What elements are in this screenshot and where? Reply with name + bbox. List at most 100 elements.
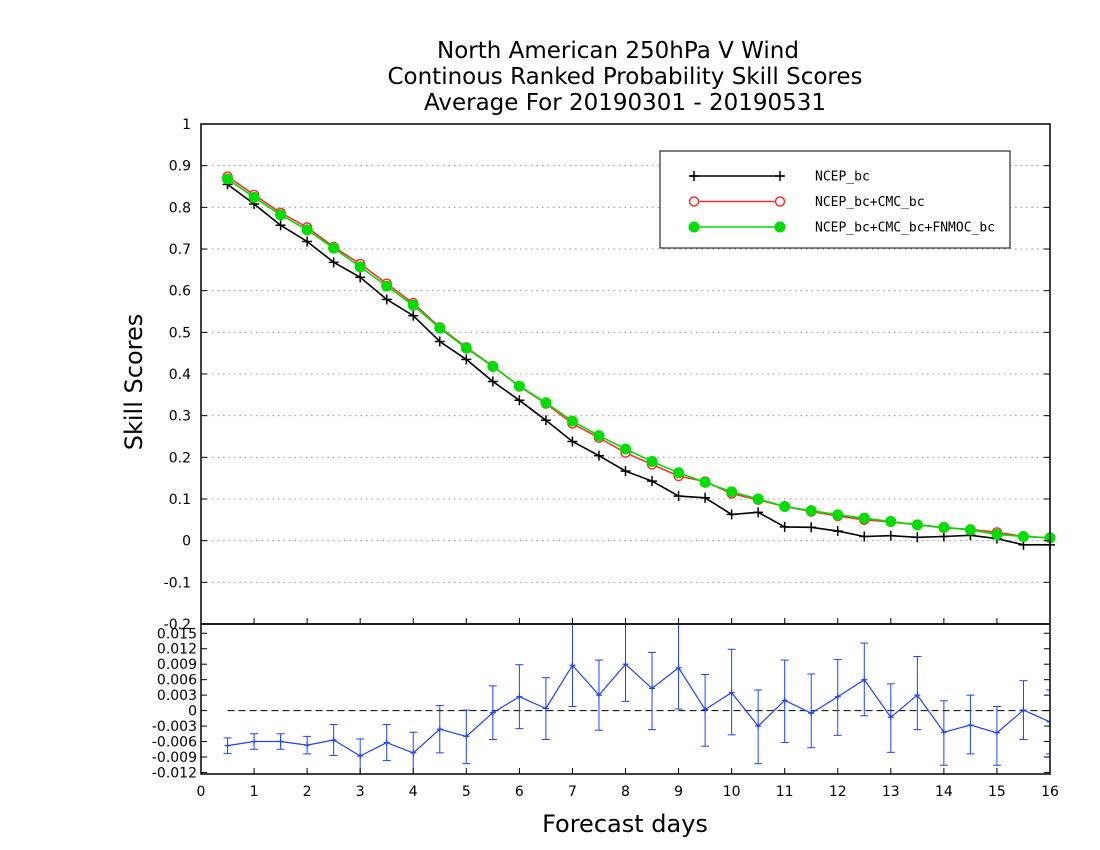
difference-point: [383, 739, 390, 746]
data-point: [647, 476, 658, 487]
data-point: [832, 509, 844, 521]
x-tick-label: 15: [988, 784, 1006, 800]
data-point: [832, 526, 843, 537]
y-tick-label: 0.7: [169, 242, 191, 258]
series-2: [222, 173, 1056, 544]
x-tick-label: 13: [882, 784, 900, 800]
x-axis-title: Forecast days: [542, 810, 708, 838]
x-tick-label: 5: [462, 784, 471, 800]
data-point: [461, 354, 472, 365]
difference-point: [463, 733, 470, 740]
difference-point: [702, 706, 709, 713]
legend-label: NCEP_bc+CMC_bc: [815, 195, 925, 210]
error-bar: [1046, 689, 1050, 755]
chart-title-line-1: North American 250hPa V Wind: [437, 38, 799, 64]
data-point: [673, 467, 685, 479]
data-point: [805, 505, 817, 517]
y-axis-title: Skill Scores: [120, 314, 148, 451]
y-tick-label: -0.2: [164, 617, 191, 633]
y-tick-label: 0.012: [157, 642, 197, 658]
data-point: [302, 236, 313, 247]
x-tick-label: 1: [250, 784, 259, 800]
data-point: [620, 466, 631, 477]
legend-item: NCEP_bc: [689, 170, 870, 185]
x-tick-label: 11: [776, 784, 794, 800]
data-point: [381, 294, 392, 305]
difference-point: [967, 722, 974, 729]
difference-point: [1047, 718, 1050, 725]
difference-point: [993, 729, 1000, 736]
bottom-panel-y-ticks: -0.012-0.009-0.006-0.00300.0030.0060.009…: [152, 626, 1050, 781]
data-point: [434, 322, 446, 334]
data-point: [487, 361, 499, 372]
x-tick-label: 8: [621, 784, 630, 800]
data-point: [275, 220, 286, 231]
x-tick-label: 2: [303, 784, 312, 800]
data-point: [566, 415, 578, 427]
data-point: [885, 530, 896, 541]
data-point: [354, 261, 366, 273]
data-point: [567, 436, 578, 447]
legend-label: NCEP_bc+CMC_bc+FNMOC_bc: [815, 221, 995, 236]
x-tick-label: 9: [674, 784, 683, 800]
data-point: [248, 191, 260, 203]
legend-marker: [774, 196, 786, 207]
y-tick-label: 0.4: [169, 367, 191, 383]
legend-marker: [688, 221, 700, 233]
difference-point: [224, 742, 231, 749]
series-0: [222, 179, 1055, 550]
difference-point: [1020, 707, 1027, 714]
data-point: [593, 430, 605, 442]
data-point: [700, 492, 711, 503]
data-point: [752, 493, 764, 505]
difference-point: [330, 736, 337, 743]
y-tick-label: -0.003: [152, 719, 197, 735]
difference-point: [489, 709, 496, 716]
y-tick-label: 0.5: [169, 325, 191, 341]
difference-point: [887, 714, 894, 721]
y-tick-label: -0.1: [164, 575, 191, 591]
data-point: [673, 491, 684, 502]
data-point: [514, 395, 525, 406]
difference-point: [781, 697, 788, 704]
legend-marker: [689, 171, 699, 181]
data-point: [938, 531, 949, 542]
y-tick-label: -0.006: [152, 735, 197, 751]
data-point: [911, 519, 923, 531]
difference-point: [436, 726, 443, 733]
difference-point: [834, 693, 841, 700]
error-bar: [992, 705, 1001, 766]
difference-point: [251, 738, 258, 745]
y-tick-label: 0.8: [169, 200, 191, 216]
data-point: [408, 310, 419, 321]
legend-box: [659, 150, 1011, 249]
y-tick-label: 0.2: [169, 450, 191, 466]
data-point: [726, 509, 737, 520]
data-point: [487, 376, 498, 387]
data-point: [912, 532, 923, 543]
data-point: [620, 443, 631, 455]
x-tick-label: 0: [197, 784, 206, 800]
x-tick-label: 10: [723, 784, 741, 800]
difference-point: [622, 661, 629, 668]
y-tick-label: -0.012: [152, 765, 197, 781]
data-point: [222, 173, 234, 185]
legend-item: NCEP_bc+CMC_bc+FNMOC_bc: [688, 221, 995, 236]
data-point: [753, 507, 764, 518]
chart-title-line-3: Average For 20190301 - 20190531: [424, 90, 826, 116]
data-point: [328, 257, 339, 268]
data-point: [328, 242, 340, 254]
difference-point: [914, 692, 921, 699]
y-tick-label: 0.003: [157, 688, 197, 704]
difference-point: [516, 693, 523, 700]
top-panel-y-ticks: -0.2 -0.1 0 0.1 0.2 0.3 0.4 0.5 0.6 0.7 0.8 0.9 1: [164, 117, 1050, 633]
x-tick-label: 16: [1041, 784, 1059, 800]
data-point: [460, 342, 472, 354]
top-panel-series: [222, 171, 1056, 550]
difference-point: [675, 664, 682, 671]
data-point: [301, 224, 313, 236]
data-point: [964, 524, 976, 536]
data-point: [859, 531, 870, 542]
difference-series: [223, 624, 1050, 774]
